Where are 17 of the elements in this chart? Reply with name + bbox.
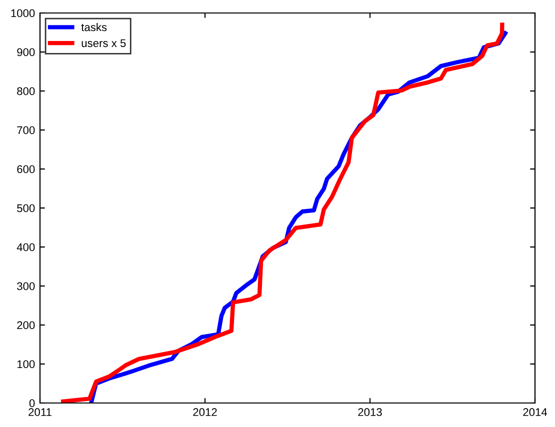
- y-tick-label: 1000: [11, 9, 35, 18]
- y-tick-label: 700: [17, 126, 35, 134]
- y-tick-label: 0: [29, 399, 35, 408]
- x-tick-label: 2013: [358, 408, 382, 416]
- y-tick-label: 100: [17, 360, 35, 368]
- legend-label: tasks: [81, 23, 107, 32]
- y-tick-label: 300: [17, 282, 35, 290]
- x-tick-label: 2012: [193, 408, 217, 416]
- x-tick-label: 2011: [28, 408, 52, 416]
- legend-label: users x 5: [82, 39, 126, 48]
- y-tick-label: 800: [17, 87, 35, 96]
- y-tick-label: 400: [16, 243, 35, 252]
- y-tick-label: 200: [17, 321, 35, 330]
- y-tick-label: 600: [17, 165, 35, 174]
- y-tick-label: 500: [17, 204, 35, 212]
- y-tick-label: 900: [17, 48, 35, 56]
- x-tick-label: 2014: [523, 408, 548, 416]
